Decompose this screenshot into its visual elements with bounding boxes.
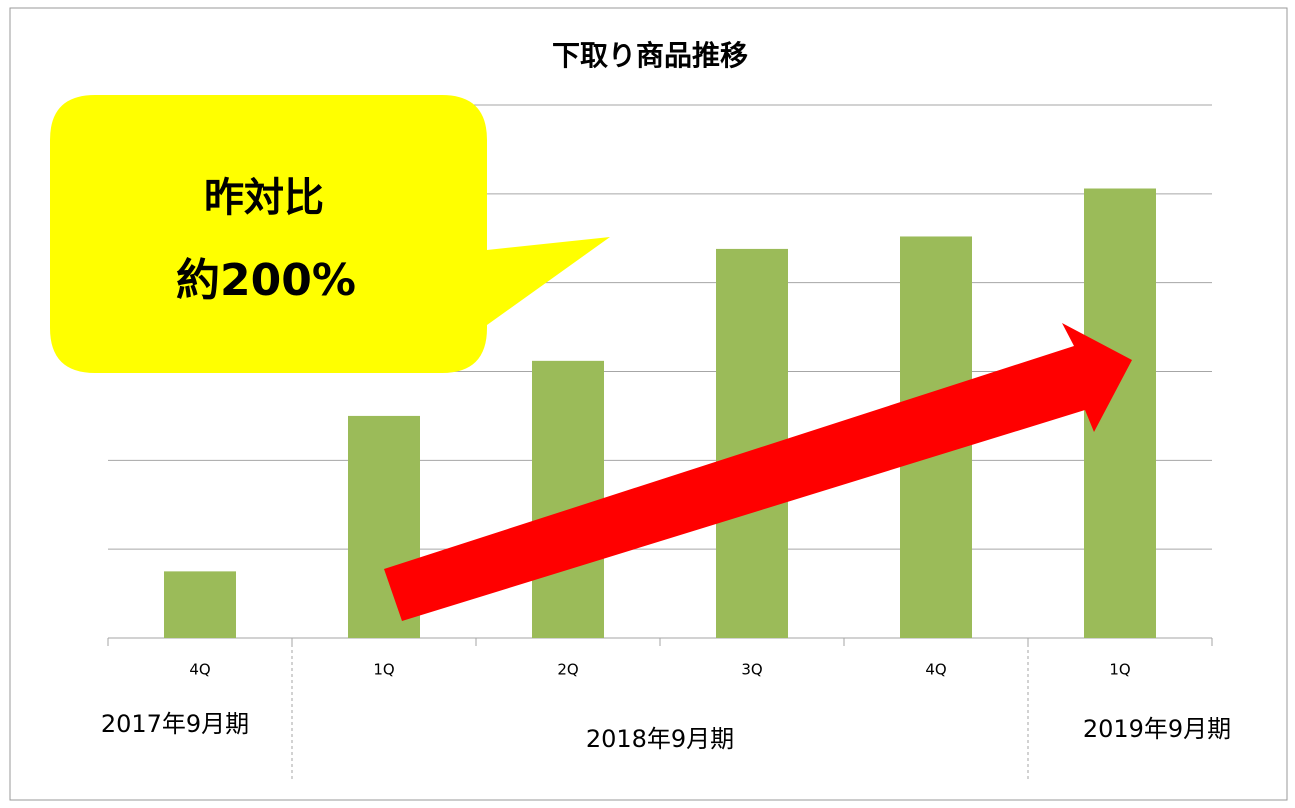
overlay: 昨対比 約200%	[50, 95, 1132, 621]
group-label: 2019年9月期	[1083, 715, 1231, 743]
x-tick-label: 3Q	[741, 661, 762, 679]
trend-arrow	[384, 323, 1132, 621]
group-label: 2017年9月期	[101, 710, 249, 738]
x-tick-label: 1Q	[373, 661, 394, 679]
x-tick-label: 4Q	[925, 661, 946, 679]
x-tick-label: 4Q	[189, 661, 210, 679]
callout	[50, 95, 610, 373]
bar	[164, 571, 236, 638]
plot: 4Q 1Q 2Q 3Q 4Q 1Q 2017年9月期 2018年9月期 2019年9月期 昨対比…	[50, 95, 1231, 782]
chart-title: 下取り商品推移	[552, 39, 748, 72]
group-label: 2018年9月期	[586, 725, 734, 753]
x-tick-label: 2Q	[557, 661, 578, 679]
x-tick-label: 1Q	[1109, 661, 1130, 679]
callout-line: 昨対比	[204, 175, 324, 221]
bar	[532, 360, 604, 638]
callout-line: 約200%	[176, 255, 356, 306]
